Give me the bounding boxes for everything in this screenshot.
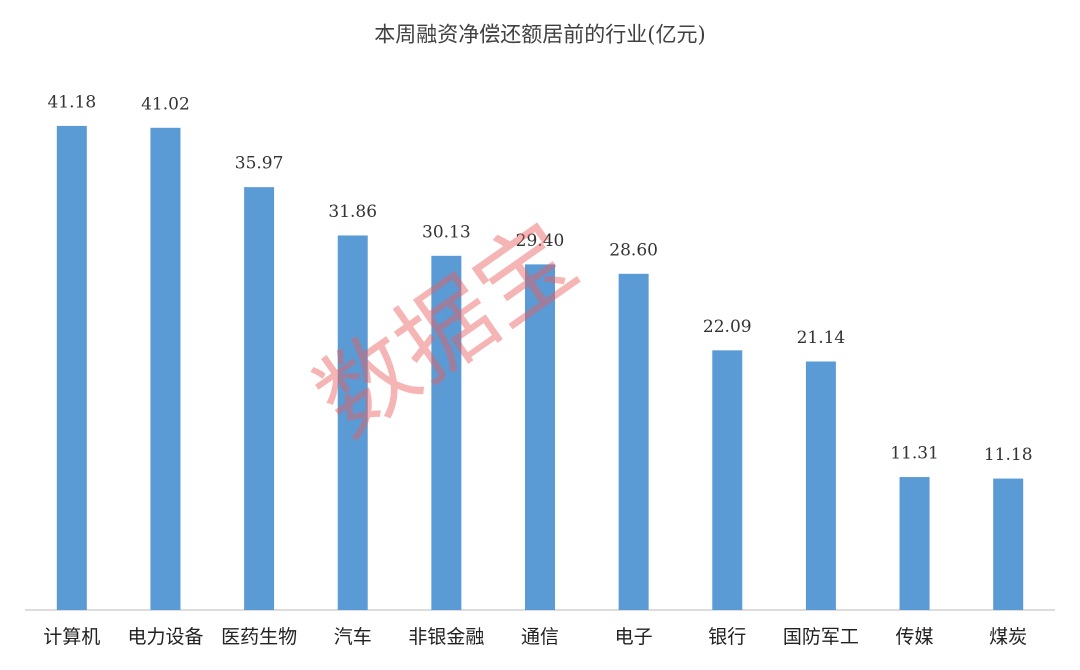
value-label: 35.97 bbox=[235, 154, 284, 174]
x-tick-label: 电力设备 bbox=[127, 626, 203, 648]
x-tick-label: 计算机 bbox=[43, 626, 100, 648]
x-tick-label: 医药生物 bbox=[221, 626, 297, 648]
bar bbox=[712, 350, 743, 610]
value-label: 41.18 bbox=[47, 92, 96, 112]
value-label: 21.14 bbox=[797, 328, 846, 348]
x-tick-label: 通信 bbox=[521, 626, 559, 648]
bar bbox=[150, 127, 181, 610]
x-tick-label: 汽车 bbox=[334, 626, 372, 648]
value-label: 11.18 bbox=[984, 445, 1033, 465]
x-tick-label: 银行 bbox=[708, 626, 746, 648]
value-label: 31.86 bbox=[328, 202, 377, 222]
x-tick-label: 电子 bbox=[615, 626, 653, 648]
bar bbox=[899, 477, 930, 610]
value-label: 28.60 bbox=[609, 240, 658, 260]
value-label: 22.09 bbox=[703, 317, 752, 337]
bar bbox=[805, 361, 836, 610]
x-tick-label: 国防军工 bbox=[783, 626, 859, 648]
bar bbox=[337, 235, 368, 610]
bar bbox=[56, 125, 87, 610]
bar bbox=[618, 273, 649, 610]
value-label: 41.02 bbox=[141, 94, 190, 114]
bar bbox=[431, 255, 462, 610]
chart-title: 本周融资净偿还额居前的行业(亿元) bbox=[374, 23, 705, 47]
bar bbox=[244, 187, 275, 611]
value-label: 11.31 bbox=[890, 444, 939, 464]
value-label: 30.13 bbox=[422, 222, 471, 242]
x-tick-label: 传媒 bbox=[896, 626, 934, 648]
bar bbox=[525, 264, 555, 610]
value-label: 29.40 bbox=[516, 231, 565, 251]
bar bbox=[993, 478, 1024, 610]
x-tick-label: 煤炭 bbox=[989, 626, 1027, 648]
x-tick-label: 非银金融 bbox=[408, 626, 484, 648]
